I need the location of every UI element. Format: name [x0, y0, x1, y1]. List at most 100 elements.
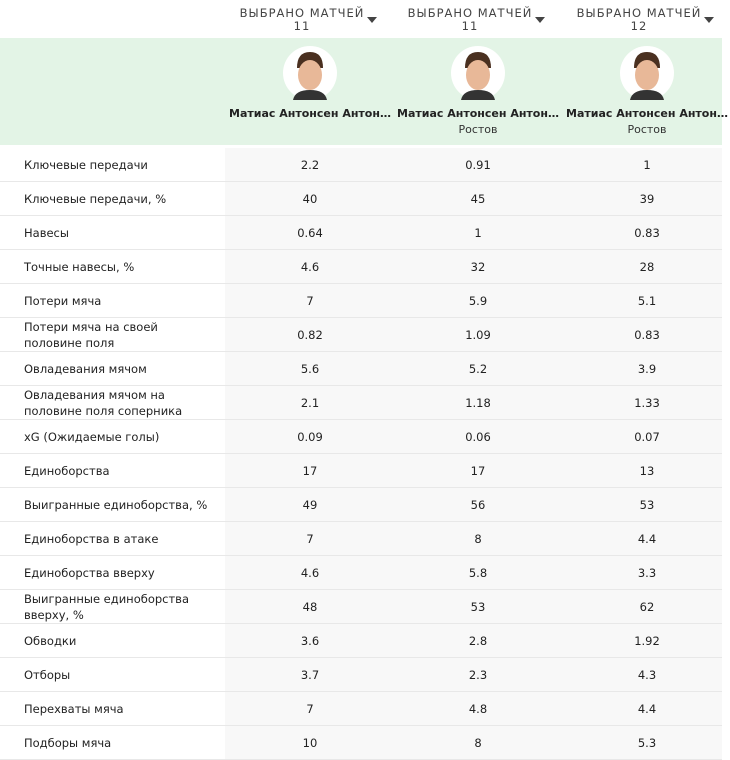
matches-label: ВЫБРАНО МАТЧЕЙ — [239, 6, 365, 20]
values-area: 0.09 0.06 0.07 — [225, 420, 722, 453]
cell-value: 5.1 — [637, 293, 657, 308]
table-row: 49 56 53 Выигранные единоборства, % — [0, 488, 722, 522]
column-header[interactable]: ВЫБРАНО МАТЧЕЙ 11 — [218, 7, 386, 33]
cell-value: 0.83 — [634, 225, 660, 240]
player-name: Матиас Антонсен Антон… — [566, 107, 728, 120]
table-row: 7 4.8 4.4 Перехваты мяча — [0, 692, 722, 726]
row-label: Ключевые передачи — [24, 157, 148, 172]
row-label: Выигранные единоборства вверху, % — [24, 591, 190, 622]
values-area: 2.1 1.18 1.33 — [225, 386, 722, 419]
cell-value: 0.64 — [297, 225, 323, 240]
values-area: 4.6 32 28 — [225, 250, 722, 283]
player-club: Ростов — [627, 123, 667, 136]
cell-value: 5.8 — [468, 565, 488, 580]
stats-table: 2.2 0.91 1 Ключевые передачи 40 45 39 Ключевые … — [0, 148, 722, 760]
cell-value: 8 — [474, 531, 482, 546]
values-area: 17 17 13 — [225, 454, 722, 487]
matches-count: 12 — [630, 19, 648, 33]
matches-count: 11 — [461, 19, 479, 33]
cell-value: 17 — [302, 463, 318, 478]
dropdown-arrow[interactable] — [367, 17, 377, 23]
cell-value: 4.6 — [300, 259, 320, 274]
values-area: 5.6 5.2 3.9 — [225, 352, 722, 385]
values-area: 2.2 0.91 1 — [225, 148, 722, 181]
cell-value: 1 — [474, 225, 482, 240]
cell-value: 7 — [306, 531, 314, 546]
cell-value: 1.09 — [465, 327, 491, 342]
row-label: Единоборства в атаке — [24, 531, 159, 546]
players-band: Матиас Антонсен Антон… Матиас Антонсен Ан… — [0, 38, 728, 145]
row-label: Выигранные единоборства, % — [24, 497, 208, 512]
cell-value: 2.3 — [468, 667, 488, 682]
row-label: Единоборства вверху — [24, 565, 155, 580]
cell-value: 28 — [639, 259, 655, 274]
row-label: Точные навесы, % — [24, 259, 135, 274]
row-label: Потери мяча на своей половине поля — [24, 319, 158, 350]
cell-value: 4.4 — [637, 531, 657, 546]
avatar-face — [293, 52, 327, 100]
table-row: 4.6 32 28 Точные навесы, % — [0, 250, 722, 284]
player-avatar — [283, 46, 337, 100]
row-label: Овладевания мячом — [24, 361, 147, 376]
cell-value: 0.83 — [634, 327, 660, 342]
table-row: 0.09 0.06 0.07 xG (Ожидаемые голы) — [0, 420, 722, 454]
row-label: Потери мяча — [24, 293, 102, 308]
cell-value: 49 — [302, 497, 318, 512]
table-row: 2.2 0.91 1 Ключевые передачи — [0, 148, 722, 182]
cell-value: 32 — [470, 259, 486, 274]
cell-value: 1.33 — [634, 395, 660, 410]
player-avatar — [620, 46, 674, 100]
table-row: 4.6 5.8 3.3 Единоборства вверху — [0, 556, 722, 590]
dropdown-arrow[interactable] — [704, 17, 714, 23]
cell-value: 5.2 — [468, 361, 488, 376]
table-row: 40 45 39 Ключевые передачи, % — [0, 182, 722, 216]
values-area: 0.82 1.09 0.83 — [225, 318, 722, 351]
table-row: 0.64 1 0.83 Навесы — [0, 216, 722, 250]
cell-value: 1 — [643, 157, 651, 172]
cell-value: 3.3 — [637, 565, 657, 580]
cell-value: 5.6 — [300, 361, 320, 376]
values-area: 3.7 2.3 4.3 — [225, 658, 722, 691]
header: ВЫБРАНО МАТЧЕЙ 11 ВЫБРАНО МАТЧЕЙ 11 ВЫБРАНО … — [0, 0, 730, 38]
row-label: Единоборства — [24, 463, 110, 478]
values-area: 7 4.8 4.4 — [225, 692, 722, 725]
cell-value: 4.3 — [637, 667, 657, 682]
cell-value: 62 — [639, 599, 655, 614]
cell-value: 7 — [306, 293, 314, 308]
cell-value: 2.8 — [468, 633, 488, 648]
table-row: 17 17 13 Единоборства — [0, 454, 722, 488]
matches-label: ВЫБРАНО МАТЧЕЙ — [407, 6, 533, 20]
table-row: 7 5.9 5.1 Потери мяча — [0, 284, 722, 318]
cell-value: 0.91 — [465, 157, 491, 172]
row-label: Отборы — [24, 667, 71, 682]
values-area: 0.64 1 0.83 — [225, 216, 722, 249]
cell-value: 56 — [470, 497, 486, 512]
avatar-face — [630, 52, 664, 100]
dropdown-arrow[interactable] — [535, 17, 545, 23]
row-label: Ключевые передачи, % — [24, 191, 167, 206]
player-name: Матиас Антонсен Антон… — [397, 107, 559, 120]
cell-value: 3.7 — [300, 667, 320, 682]
cell-value: 3.9 — [637, 361, 657, 376]
row-label: xG (Ожидаемые голы) — [24, 429, 160, 444]
values-area: 49 56 53 — [225, 488, 722, 521]
table-row: 0.82 1.09 0.83 Потери мяча на своей половин… — [0, 318, 722, 352]
cell-value: 0.06 — [465, 429, 491, 444]
player-avatar — [451, 46, 505, 100]
table-row: 10 8 5.3 Подборы мяча — [0, 726, 722, 760]
cell-value: 3.6 — [300, 633, 320, 648]
table-row: 5.6 5.2 3.9 Овладевания мячом — [0, 352, 722, 386]
values-area: 3.6 2.8 1.92 — [225, 624, 722, 657]
cell-value: 0.09 — [297, 429, 323, 444]
values-area: 7 5.9 5.1 — [225, 284, 722, 317]
cell-value: 4.4 — [637, 701, 657, 716]
cell-value: 39 — [639, 191, 655, 206]
column-header[interactable]: ВЫБРАНО МАТЧЕЙ 12 — [555, 7, 723, 33]
table-row: 3.6 2.8 1.92 Обводки — [0, 624, 722, 658]
values-area: 10 8 5.3 — [225, 726, 722, 759]
cell-value: 53 — [639, 497, 655, 512]
cell-value: 4.6 — [300, 565, 320, 580]
column-header[interactable]: ВЫБРАНО МАТЧЕЙ 11 — [386, 7, 554, 33]
player-club: Ростов — [458, 123, 498, 136]
